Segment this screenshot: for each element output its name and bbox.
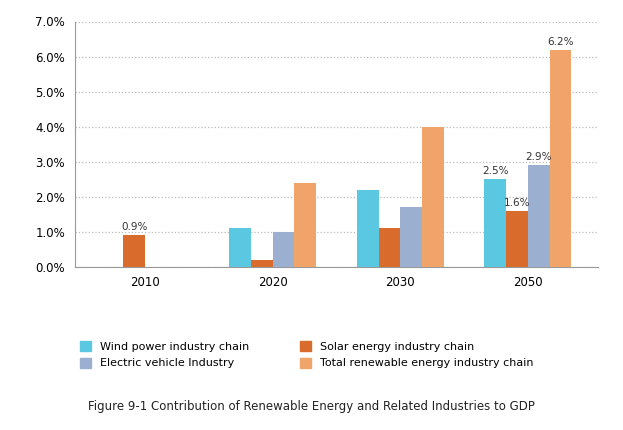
- Text: 2.9%: 2.9%: [525, 152, 552, 162]
- Bar: [400, 207, 422, 267]
- Bar: [229, 228, 251, 267]
- Bar: [357, 190, 379, 267]
- Legend: Wind power industry chain, Electric vehicle Industry, Solar energy industry chai: Wind power industry chain, Electric vehi…: [80, 341, 533, 369]
- Bar: [294, 183, 316, 267]
- Bar: [273, 232, 294, 267]
- Text: 0.9%: 0.9%: [121, 222, 147, 232]
- Bar: [528, 165, 549, 267]
- Bar: [422, 126, 444, 267]
- Text: Figure 9-1 Contribution of Renewable Energy and Related Industries to GDP: Figure 9-1 Contribution of Renewable Ene…: [88, 400, 535, 413]
- Text: 2.5%: 2.5%: [482, 166, 508, 176]
- Text: 1.6%: 1.6%: [504, 198, 530, 208]
- Bar: [485, 179, 506, 267]
- Bar: [379, 228, 400, 267]
- Bar: [251, 260, 273, 267]
- Text: 6.2%: 6.2%: [547, 37, 574, 47]
- Bar: [549, 49, 571, 267]
- Bar: [123, 235, 145, 267]
- Bar: [506, 211, 528, 267]
